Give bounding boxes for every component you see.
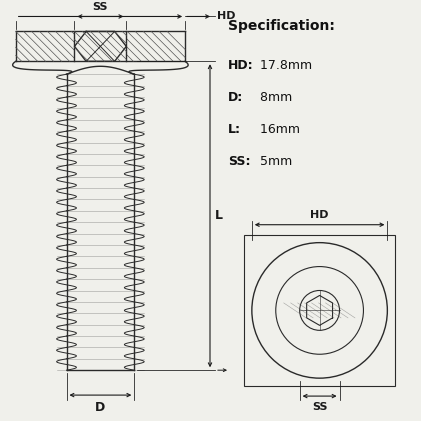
Text: SS: SS xyxy=(312,402,328,412)
Text: Specification:: Specification: xyxy=(228,19,335,33)
Text: SS:: SS: xyxy=(228,155,250,168)
Text: HD: HD xyxy=(217,11,235,21)
Text: SS: SS xyxy=(93,3,108,13)
Text: HD: HD xyxy=(310,210,329,220)
Text: D:: D: xyxy=(228,91,243,104)
Bar xyxy=(244,234,395,386)
Text: L: L xyxy=(215,209,223,222)
Text: HD:: HD: xyxy=(228,59,253,72)
Text: 16mm: 16mm xyxy=(256,123,300,136)
Text: L:: L: xyxy=(228,123,241,136)
Text: D: D xyxy=(95,401,106,414)
Text: 8mm: 8mm xyxy=(256,91,292,104)
Text: 17.8mm: 17.8mm xyxy=(256,59,312,72)
Text: 5mm: 5mm xyxy=(256,155,292,168)
